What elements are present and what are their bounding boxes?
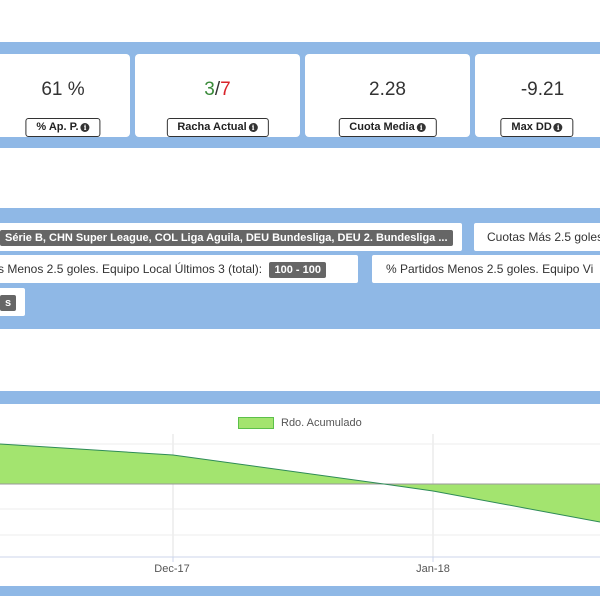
area-chart xyxy=(0,434,600,562)
stat-value-maxdd: -9.21 xyxy=(520,79,565,100)
stat-card-cuota: 2.28 Cuota Media i xyxy=(305,54,470,137)
filter-leagues[interactable]: Série B, CHN Super League, COL Liga Agui… xyxy=(0,223,462,251)
filter-extra[interactable]: s xyxy=(0,288,25,316)
filter-local[interactable]: s Menos 2.5 goles. Equipo Local Últimos … xyxy=(0,255,358,283)
filter-visitante-label: % Partidos Menos 2.5 goles. Equipo Vi xyxy=(386,262,594,276)
area-fill xyxy=(0,444,600,522)
local-range-tag: 100 - 100 xyxy=(269,261,326,278)
stat-label-maxdd[interactable]: Max DD i xyxy=(500,118,574,137)
racha-good-value: 3 xyxy=(204,79,215,100)
stat-value-aciertos: 61 % xyxy=(41,79,85,100)
info-icon[interactable]: i xyxy=(248,123,258,132)
stat-card-racha: 3/7 Racha Actual i xyxy=(135,54,300,137)
racha-bad-value: 7 xyxy=(220,79,231,100)
stat-card-maxdd: -9.21 Max DD i xyxy=(475,54,600,137)
chart-band: Rdo. Acumulado Dec-17 Jan-18 xyxy=(0,391,600,596)
legend-swatch xyxy=(238,417,274,429)
info-icon[interactable]: i xyxy=(80,123,90,132)
leagues-tag: Série B, CHN Super League, COL Liga Agui… xyxy=(0,229,453,246)
filter-visitante[interactable]: % Partidos Menos 2.5 goles. Equipo Vi xyxy=(372,255,600,283)
stat-label-text: % Ap. P. xyxy=(36,121,79,133)
filter-cuotas[interactable]: Cuotas Más 2.5 goles xyxy=(474,223,600,251)
series-line xyxy=(0,443,600,523)
racha-separator: / xyxy=(214,79,221,100)
stat-label-text: Racha Actual xyxy=(177,121,247,133)
extra-tag: s xyxy=(0,294,17,311)
filter-local-label: s Menos 2.5 goles. Equipo Local Últimos … xyxy=(0,262,263,276)
stats-band: 61 % % Ap. P. i 3/7 Racha Actual i 2.28 Cu… xyxy=(0,42,600,148)
stat-label-aciertos[interactable]: % Ap. P. i xyxy=(25,118,101,137)
stat-label-text: Cuota Media xyxy=(349,121,415,133)
stat-label-text: Max DD xyxy=(511,121,552,133)
info-icon[interactable]: i xyxy=(553,123,563,132)
info-icon[interactable]: i xyxy=(416,123,426,132)
stat-card-aciertos: 61 % % Ap. P. i xyxy=(0,54,130,137)
stat-value-racha: 3/7 xyxy=(135,80,300,100)
filters-band: Série B, CHN Super League, COL Liga Agui… xyxy=(0,208,600,329)
x-tick-label: Dec-17 xyxy=(154,563,190,575)
filter-cuotas-label: Cuotas Más 2.5 goles xyxy=(487,230,600,244)
stat-label-racha[interactable]: Racha Actual i xyxy=(166,118,269,137)
x-tick-label: Jan-18 xyxy=(416,563,450,575)
stat-value-cuota: 2.28 xyxy=(369,79,406,100)
chart-panel: Rdo. Acumulado Dec-17 Jan-18 xyxy=(0,404,600,586)
legend-label: Rdo. Acumulado xyxy=(281,417,362,429)
stat-label-cuota[interactable]: Cuota Media i xyxy=(338,118,437,137)
